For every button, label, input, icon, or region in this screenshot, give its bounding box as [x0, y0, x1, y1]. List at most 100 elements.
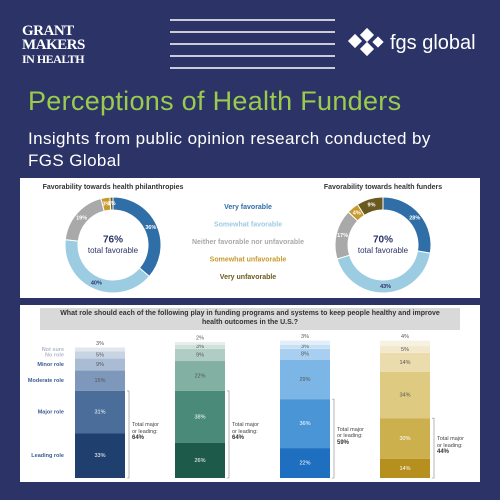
total-label: Total major or leading:: [337, 426, 364, 440]
legend-entry: Very unfavorable: [220, 274, 277, 281]
logo-line: IN HEALTH: [22, 52, 85, 66]
total-value: 64%: [132, 435, 145, 442]
bar-segment: [280, 344, 330, 349]
slice-label: 28%: [409, 216, 420, 222]
segment-label: 5%: [401, 347, 409, 353]
role-label: Minor role: [37, 362, 64, 368]
role-label: Leading role: [31, 453, 64, 459]
segment-label: 36%: [299, 421, 310, 427]
bar-segment: [75, 433, 125, 478]
legend-entry: Somewhat unfavorable: [210, 256, 287, 263]
title: Perceptions of Health Funders: [28, 86, 402, 116]
role-label: Major role: [38, 409, 64, 415]
bar-segment: [175, 442, 225, 478]
bracket: [432, 417, 435, 479]
chart-title: Favorability towards health philanthropi…: [43, 184, 184, 191]
segment-label: 14%: [399, 466, 410, 472]
role-label: Moderate role: [28, 378, 64, 384]
total: Total major or leading:64%: [232, 422, 259, 442]
slice-label: 17%: [337, 233, 348, 239]
total-value: 44%: [437, 449, 450, 456]
header-lines: [170, 19, 335, 69]
total-value: 59%: [337, 439, 350, 446]
brand: fgs global: [390, 32, 476, 54]
role-label: No role: [45, 352, 64, 358]
center-label: 70%: [373, 235, 393, 246]
slice-label: 4%: [353, 210, 361, 216]
logo-line: MAKERS: [22, 37, 85, 53]
total: Total major or leading:44%: [437, 436, 464, 456]
total-label: Total major or leading:: [232, 422, 259, 435]
segment-label: 8%: [301, 352, 309, 358]
donut-slice: [356, 196, 384, 217]
bracket: [332, 398, 335, 479]
role-label: Not sure: [42, 347, 64, 353]
segment-label: 3%: [196, 344, 204, 350]
bar-segment: [75, 390, 125, 434]
bar-segment: [75, 358, 125, 371]
total: Total major or leading:64%: [132, 422, 159, 442]
total-label: Total major or leading:: [132, 422, 159, 435]
segment-label: 14%: [399, 360, 410, 366]
subtitle: Insights from public opinion research co…: [28, 129, 431, 170]
logo: GRANT MAKERS IN HEALTH: [22, 23, 85, 67]
segment-label: 22%: [299, 460, 310, 466]
segment-label: 30%: [399, 436, 410, 442]
segment-label: 26%: [194, 458, 205, 464]
slice-label: 1%: [108, 201, 116, 207]
bar-segment: [75, 370, 125, 391]
bar-segment: [175, 344, 225, 349]
bar-segment: [175, 361, 225, 391]
legend-entry: Neither favorable nor unfavorable: [192, 239, 304, 246]
bar-segment: [75, 347, 125, 352]
slice-label: 43%: [380, 284, 391, 290]
segment-label: 29%: [299, 377, 310, 383]
segment-label: 3%: [301, 344, 309, 350]
slice-label: 19%: [76, 215, 87, 221]
legend-entry: Very favorable: [224, 204, 272, 211]
segment-label: 22%: [194, 373, 205, 379]
slice-label: 36%: [145, 225, 156, 231]
bar-segment: [380, 371, 430, 419]
legend-entry: Somewhat favorable: [214, 221, 282, 228]
segment-label: 38%: [194, 414, 205, 420]
segment-label: 5%: [96, 352, 104, 358]
bar-segment: [380, 346, 430, 353]
segment-label: 9%: [96, 362, 104, 368]
bar-segment: [280, 348, 330, 360]
bracket: [127, 390, 130, 479]
bar-segment: [175, 342, 225, 345]
slice-label: 3%: [102, 201, 110, 207]
slice-label: 40%: [91, 280, 102, 286]
center-sublabel: total favorable: [358, 246, 409, 255]
segment-label: 4%: [401, 334, 409, 340]
bar-segment: [380, 458, 430, 478]
segment-label: 3%: [301, 334, 309, 340]
total-value: 64%: [232, 435, 245, 442]
brand-icon: [347, 27, 384, 57]
bar-segment: [380, 352, 430, 372]
logo-line: GRANT: [22, 23, 74, 39]
bracket: [227, 390, 230, 479]
bar-segment: [280, 340, 330, 345]
bar-segment: [75, 351, 125, 359]
center-sublabel: total favorable: [88, 246, 139, 255]
segment-label: 9%: [196, 352, 204, 358]
question: What role should each of the following p…: [60, 310, 440, 326]
segment-label: 2%: [196, 335, 204, 341]
segment-label: 31%: [94, 409, 105, 415]
bar-segment: [380, 340, 430, 347]
chart-title: Favorability towards health funders: [324, 184, 442, 191]
segment-label: 15%: [94, 378, 105, 384]
bar-segment: [175, 348, 225, 362]
segment-label: 34%: [399, 392, 410, 398]
donut-slice: [109, 196, 114, 211]
bar-segment: [280, 399, 330, 449]
bar-segment: [175, 390, 225, 443]
total: Total major or leading:59%: [337, 426, 364, 446]
center-label: 76%: [103, 235, 123, 246]
question-band: [40, 308, 460, 330]
question-text: What role should each of the following p…: [60, 310, 440, 326]
